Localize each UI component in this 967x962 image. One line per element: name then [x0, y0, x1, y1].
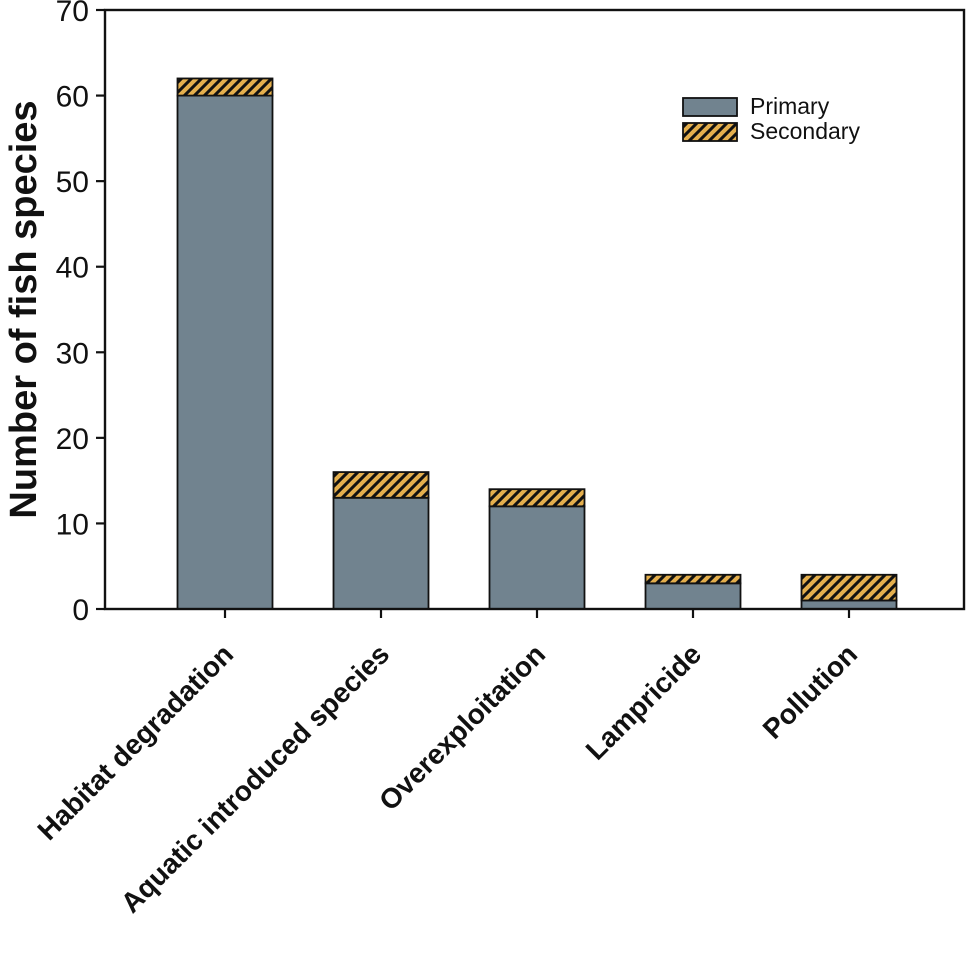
- bar-segment-primary: [800, 599, 898, 610]
- legend-label-primary: Primary: [750, 93, 830, 119]
- y-tick-label: 60: [56, 81, 89, 114]
- bar-segment-primary: [644, 582, 742, 610]
- y-tick-label: 30: [56, 337, 89, 370]
- bar-segment-secondary: [488, 488, 586, 508]
- y-tick-label: 20: [56, 423, 89, 456]
- x-category-label: Aquatic introduced species: [115, 638, 395, 918]
- bar-segment-secondary: [176, 77, 274, 97]
- bar-group: [800, 573, 898, 610]
- y-tick-label: 70: [56, 0, 89, 28]
- bar-group: [176, 77, 274, 610]
- legend-swatch-secondary: [682, 122, 738, 142]
- bar-segment-primary: [176, 94, 274, 610]
- x-category-label: Overexploitation: [373, 638, 551, 816]
- bar-segment-secondary: [800, 573, 898, 602]
- bar-segment-primary: [332, 496, 430, 610]
- bar-segment-secondary: [644, 573, 742, 585]
- y-tick-label: 50: [56, 166, 89, 199]
- legend-label-secondary: Secondary: [750, 118, 860, 144]
- y-tick-label: 0: [72, 594, 89, 627]
- bar-segment-primary: [488, 505, 586, 610]
- y-tick-label: 40: [56, 252, 89, 285]
- bar-segment-secondary: [332, 471, 430, 499]
- bar-group: [488, 488, 586, 610]
- bar-group: [644, 573, 742, 610]
- y-axis-title: Number of fish species: [3, 100, 45, 518]
- x-category-label: Pollution: [757, 638, 864, 745]
- y-tick-label: 10: [56, 508, 89, 541]
- bar-group: [332, 471, 430, 610]
- x-category-label: Lampricide: [580, 638, 708, 766]
- plot-border: [103, 8, 966, 611]
- legend-swatch-primary: [682, 97, 738, 117]
